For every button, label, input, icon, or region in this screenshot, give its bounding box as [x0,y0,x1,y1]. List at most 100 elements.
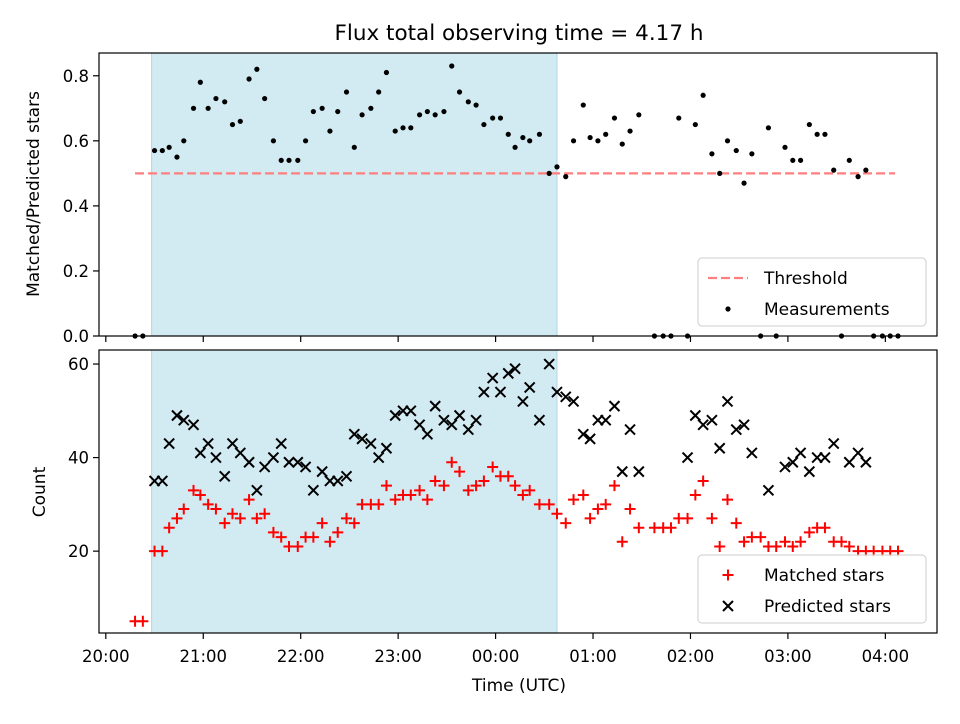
measurement-point [449,63,455,69]
predicted-star-point [340,470,353,483]
matched-star-point [210,503,222,515]
matched-star-point [787,540,799,552]
x-tick-label: 02:00 [667,647,715,666]
x-axis-label: Time (UTC) [471,676,566,696]
matched-star-point [487,461,499,473]
measurement-point [636,112,642,118]
bottom-legend-label: Predicted stars [764,597,891,617]
predicted-star-point [438,414,450,426]
predicted-star-point [348,428,361,440]
matched-star-point [755,531,767,543]
predicted-star-point [567,395,580,408]
bottom-legend-label: Matched stars [764,566,884,586]
predicted-star-point [794,447,807,459]
matched-star-point [405,489,417,501]
measurement-point [595,138,601,144]
measurement-point [497,115,504,121]
measurement-point [205,105,211,111]
predicted-star-point [551,386,563,398]
measurement-point [512,144,518,150]
top-legend-box [697,257,927,327]
bottom-legend-box [697,554,927,624]
matched-star-point [568,494,580,506]
predicted-star-point [218,470,231,483]
measurement-point [343,89,350,95]
top-y-tick-label: 0.8 [63,67,89,86]
predicted-star-point [608,400,621,412]
predicted-star-point [560,391,572,403]
matched-star-point [341,512,353,524]
predicted-star-point [803,465,816,478]
predicted-star-point [163,437,175,450]
measurement-point [174,154,180,160]
predicted-star-point [533,414,546,426]
matched-star-point [332,526,344,538]
measurement-point [456,89,463,95]
predicted-star-point [584,433,596,445]
predicted-star-point [730,423,742,436]
measurement-point [237,118,243,124]
predicted-star-point [633,465,645,478]
measurement-point [846,157,852,163]
measurement-point [392,128,398,134]
matched-star-point [608,480,620,492]
measurement-point [822,131,828,137]
predicted-star-point [226,437,239,450]
matched-star-point [234,512,246,524]
measurement-point [408,125,414,131]
matched-star-point [551,508,563,520]
matched-star-point [324,536,336,548]
matched-star-point [470,480,482,492]
measurement-point [181,138,187,144]
measurement-point [627,128,633,134]
predicted-star-point [365,437,377,450]
matched-star-point [584,512,596,524]
predicted-star-point [413,419,426,431]
matched-star-point [389,494,401,506]
measurement-point [319,105,325,111]
predicted-star-point [316,465,328,478]
predicted-star-point [429,400,441,412]
measurement-point [213,95,219,102]
matched-star-point [454,466,466,478]
bottom-axes-frame [98,349,938,634]
matched-star-point [795,536,807,548]
predicted-star-point [681,451,694,464]
predicted-star-point [171,409,183,422]
top-y-tick-label: 0.4 [63,197,89,216]
measurement-point [676,115,682,121]
x-tick-label: 22:00 [277,647,325,666]
matched-star-point [803,526,815,538]
predicted-star-point [502,367,514,380]
measurement-point [229,121,236,128]
measurement-point [505,131,511,137]
matched-star-point [616,536,628,548]
x-tick-label: 21:00 [179,647,227,666]
matched-star-point [156,545,168,557]
measurement-point [190,105,197,111]
predicted-star-point [599,414,612,426]
measurement-point [481,121,487,128]
matched-star-point [682,512,694,524]
matched-star-point [738,536,750,548]
predicted-star-point [380,442,393,454]
matched-star-point [543,498,555,510]
measurement-point [197,79,203,85]
bottom-legend-matched-swatch [722,569,734,581]
measurement-point [465,99,471,105]
matched-star-point [843,540,855,552]
measurement-point [709,151,715,157]
measurement-point [295,157,301,163]
measurement-point [536,131,543,137]
x-tick-label: 04:00 [862,647,910,666]
top-legend-label: Threshold [763,269,848,289]
predicted-star-point [405,405,417,417]
measurement-point [222,99,228,105]
measurement-point [302,138,309,144]
predicted-star-point [721,395,734,408]
predicted-star-point [258,461,271,473]
predicted-star-point [746,447,758,459]
measurement-point [749,151,755,157]
predicted-star-point [787,456,799,468]
bottom-y-tick-label: 20 [68,542,89,561]
